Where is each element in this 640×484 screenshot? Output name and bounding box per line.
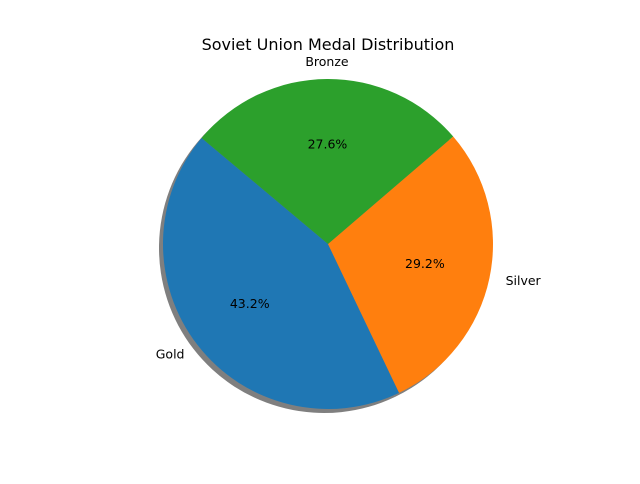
slice-value-gold: 43.2% (230, 296, 270, 311)
pie-slice-silver (328, 136, 493, 393)
pie-slice-bronze (201, 78, 454, 244)
pie-slices (162, 78, 493, 410)
slice-value-silver: 29.2% (405, 256, 445, 271)
slice-label-gold: Gold (156, 347, 185, 362)
slice-value-bronze: 27.6% (308, 137, 348, 152)
pie-labels: Gold 43.2% Silver 29.2% Bronze 27.6% (156, 54, 542, 362)
slice-label-bronze: Bronze (305, 54, 349, 69)
pie-slice-gold (162, 137, 400, 410)
chart-title: Soviet Union Medal Distribution (202, 35, 455, 54)
slice-label-silver: Silver (506, 273, 542, 288)
